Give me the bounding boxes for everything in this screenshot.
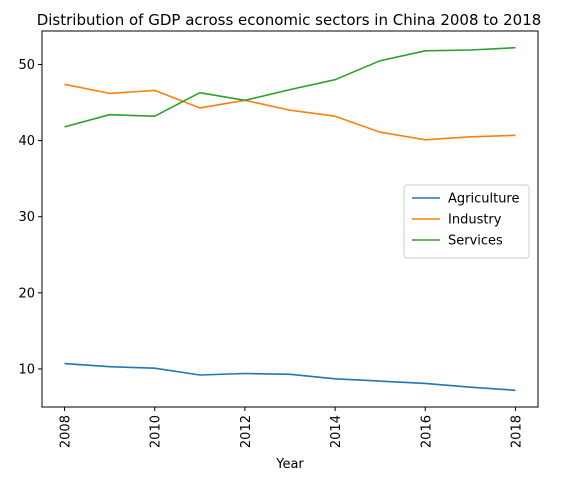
legend-label: Agriculture [448,192,520,207]
x-tick-label: 2008 [59,415,74,448]
y-tick-label: 30 [18,210,35,225]
series-line-industry [64,83,516,141]
y-axis: 10 20 30 40 50 [18,58,42,377]
y-tick-label: 40 [18,134,35,149]
series-line-services [64,46,516,128]
x-tick-label: 2016 [419,415,434,448]
series-line-agriculture [64,362,516,392]
plot-frame [41,30,539,408]
legend: Agriculture Industry Services [403,184,530,259]
legend-label: Services [448,234,503,249]
y-tick-label: 50 [18,58,35,73]
x-tick-label: 2012 [239,415,254,448]
legend-label: Industry [448,213,502,228]
x-axis: 2008 2010 2012 2014 2016 2018 [59,407,524,448]
series-layer [64,46,516,392]
x-tick-label: 2014 [329,415,344,448]
x-tick-label: 2010 [149,415,164,448]
x-axis-label: Year [275,457,304,472]
x-tick-label: 2018 [509,415,524,448]
y-tick-label: 10 [18,362,35,377]
chart-title: Distribution of GDP across economic sect… [37,11,542,29]
y-tick-label: 20 [18,286,35,301]
